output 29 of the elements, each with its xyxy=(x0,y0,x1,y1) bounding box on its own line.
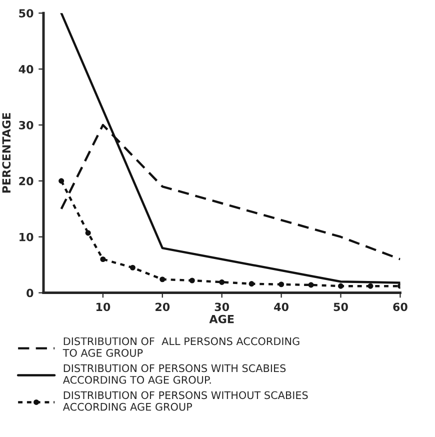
point xyxy=(160,276,166,282)
point xyxy=(368,283,374,289)
y-axis-title: PERCENTAGE xyxy=(2,113,11,193)
point xyxy=(58,178,64,184)
y-tick-label: 30 xyxy=(19,120,34,130)
x-tick-label: 40 xyxy=(274,302,288,312)
legend-label: DISTRIBUTION OF ALL PERSONS ACCORDING TO AGE GROUP xyxy=(62,337,300,357)
point xyxy=(189,278,195,284)
point xyxy=(308,282,314,288)
x-tick-label: 10 xyxy=(96,302,110,312)
point xyxy=(338,283,344,289)
legend-label: DISTRIBUTION OF PERSONS WITHOUT SCABIES ACCORDING AGE GROUP xyxy=(62,391,308,411)
y-tick-label: 0 xyxy=(26,288,34,298)
legend-label: DISTRIBUTION OF PERSONS WITH SCABIES ACCORDING TO AGE GROUP. xyxy=(62,364,286,384)
x-tick-label: 60 xyxy=(393,302,408,312)
x-tick-label: 50 xyxy=(334,302,348,312)
x-axis-title: AGE xyxy=(209,314,234,324)
point xyxy=(219,279,225,285)
y-tick-label: 10 xyxy=(20,232,34,242)
y-tick-label: 20 xyxy=(19,176,34,186)
point xyxy=(278,282,284,288)
x-tick-label: 20 xyxy=(156,302,170,312)
y-tick-label: 40 xyxy=(18,65,34,74)
point xyxy=(248,281,254,287)
point xyxy=(130,264,136,270)
point xyxy=(100,256,106,262)
y-tick-label: 50 xyxy=(19,9,34,18)
point xyxy=(85,230,91,236)
x-tick-label: 30 xyxy=(214,302,230,312)
